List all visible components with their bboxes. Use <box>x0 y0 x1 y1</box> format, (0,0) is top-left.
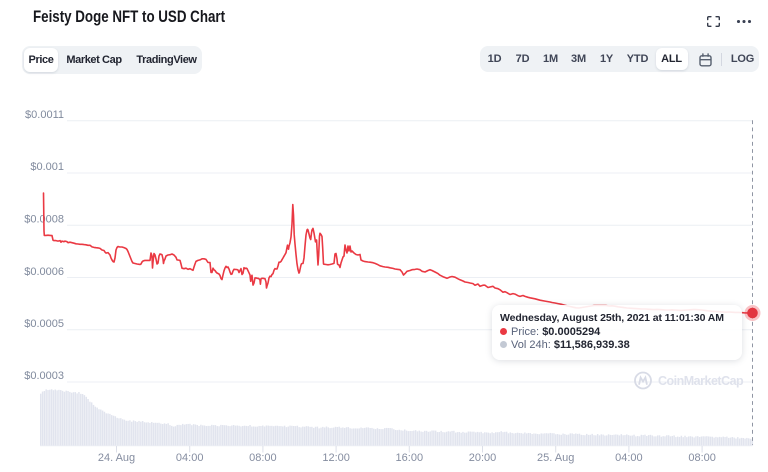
svg-text:$0.0006: $0.0006 <box>24 266 64 278</box>
svg-text:$0.0005: $0.0005 <box>24 318 64 330</box>
svg-text:$0.0011: $0.0011 <box>25 109 64 121</box>
svg-text:$0.0003: $0.0003 <box>24 370 64 382</box>
svg-text:04:00: 04:00 <box>615 452 643 464</box>
svg-text:25. Aug: 25. Aug <box>537 452 574 464</box>
svg-text:08:00: 08:00 <box>249 452 277 464</box>
svg-text:12:00: 12:00 <box>322 452 350 464</box>
svg-text:08:00: 08:00 <box>688 452 716 464</box>
svg-text:$0.001: $0.001 <box>30 161 64 173</box>
svg-text:16:00: 16:00 <box>396 452 424 464</box>
svg-text:20:00: 20:00 <box>469 452 497 464</box>
svg-text:04:00: 04:00 <box>176 452 204 464</box>
svg-text:CoinMarketCap: CoinMarketCap <box>658 374 744 388</box>
svg-text:24. Aug: 24. Aug <box>98 452 135 464</box>
